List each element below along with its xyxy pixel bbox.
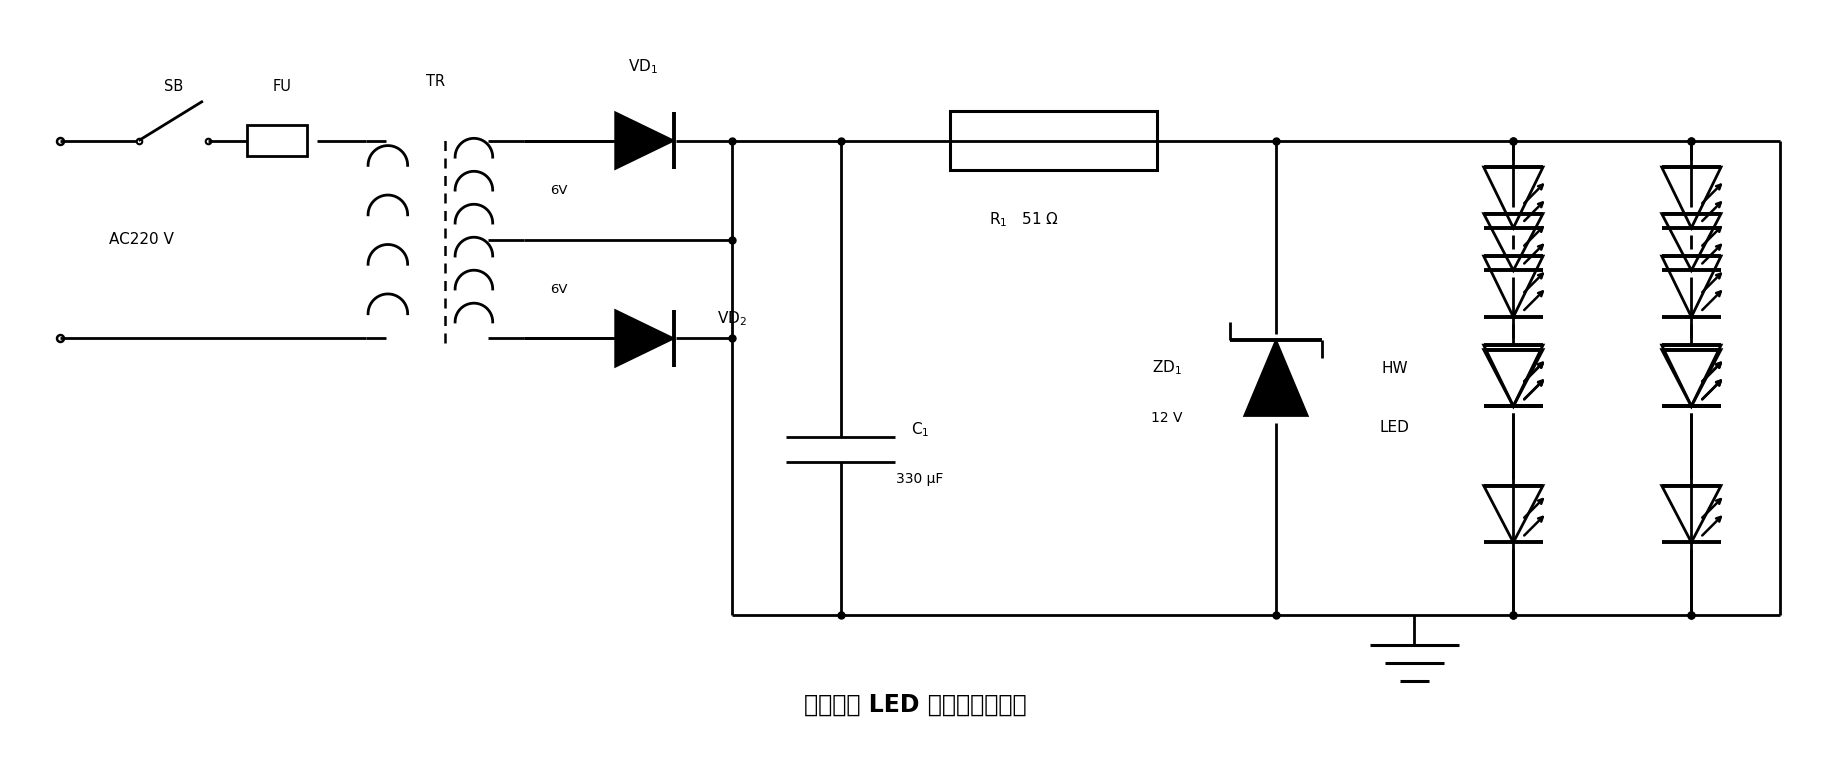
Text: LED: LED [1380, 420, 1409, 435]
Text: C$_1$: C$_1$ [911, 421, 930, 440]
Text: 330 μF: 330 μF [897, 472, 944, 487]
Text: VD$_1$: VD$_1$ [628, 57, 659, 76]
Text: ZD$_1$: ZD$_1$ [1153, 359, 1182, 377]
Text: SB: SB [163, 79, 183, 94]
Polygon shape [1244, 340, 1308, 416]
Text: AC220 V: AC220 V [110, 232, 174, 247]
Text: 6V: 6V [551, 183, 567, 196]
Text: 6V: 6V [551, 283, 567, 296]
Text: R$_1$   51 Ω: R$_1$ 51 Ω [988, 211, 1060, 229]
Polygon shape [615, 112, 673, 169]
Text: HW: HW [1382, 361, 1407, 376]
Polygon shape [615, 310, 673, 367]
Text: VD$_2$: VD$_2$ [717, 309, 747, 328]
Text: 电冰筱内 LED 照明灯电路原理: 电冰筱内 LED 照明灯电路原理 [803, 692, 1027, 716]
Text: 12 V: 12 V [1151, 411, 1182, 424]
Text: TR: TR [426, 74, 445, 89]
Text: FU: FU [273, 79, 291, 94]
Bar [950, 111, 1157, 171]
Bar [247, 125, 307, 156]
